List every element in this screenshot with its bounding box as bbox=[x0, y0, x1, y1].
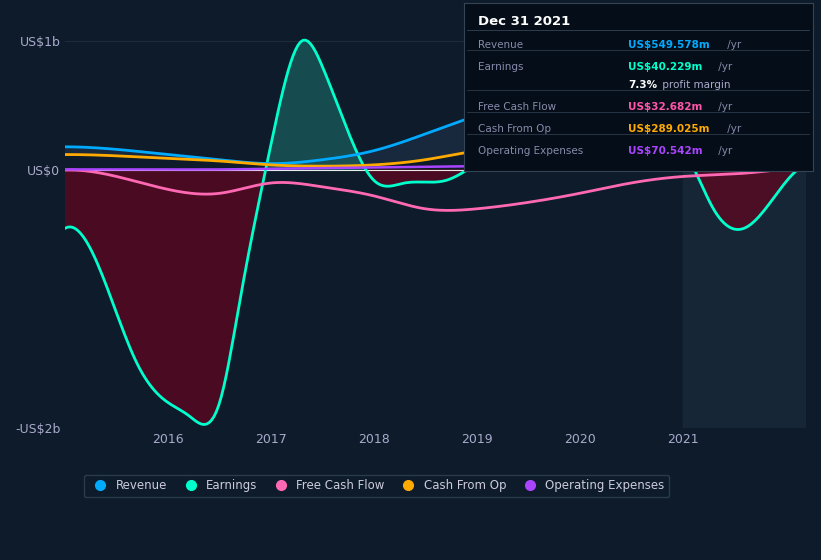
Text: /yr: /yr bbox=[724, 40, 741, 50]
Text: /yr: /yr bbox=[715, 146, 732, 156]
Text: US$40.229m: US$40.229m bbox=[628, 62, 702, 72]
Text: Free Cash Flow: Free Cash Flow bbox=[478, 102, 556, 112]
Text: profit margin: profit margin bbox=[659, 80, 731, 90]
Text: Operating Expenses: Operating Expenses bbox=[478, 146, 583, 156]
Text: US$289.025m: US$289.025m bbox=[628, 124, 709, 134]
Text: US$70.542m: US$70.542m bbox=[628, 146, 703, 156]
Text: Revenue: Revenue bbox=[478, 40, 523, 50]
Text: Cash From Op: Cash From Op bbox=[478, 124, 551, 134]
Text: Dec 31 2021: Dec 31 2021 bbox=[478, 15, 570, 27]
Bar bbox=[682, 15, 816, 428]
Text: US$549.578m: US$549.578m bbox=[628, 40, 709, 50]
Text: Earnings: Earnings bbox=[478, 62, 523, 72]
Text: /yr: /yr bbox=[715, 102, 732, 112]
Text: 7.3%: 7.3% bbox=[628, 80, 657, 90]
Legend: Revenue, Earnings, Free Cash Flow, Cash From Op, Operating Expenses: Revenue, Earnings, Free Cash Flow, Cash … bbox=[84, 474, 669, 497]
Text: /yr: /yr bbox=[715, 62, 732, 72]
Text: /yr: /yr bbox=[724, 124, 741, 134]
Text: US$32.682m: US$32.682m bbox=[628, 102, 702, 112]
